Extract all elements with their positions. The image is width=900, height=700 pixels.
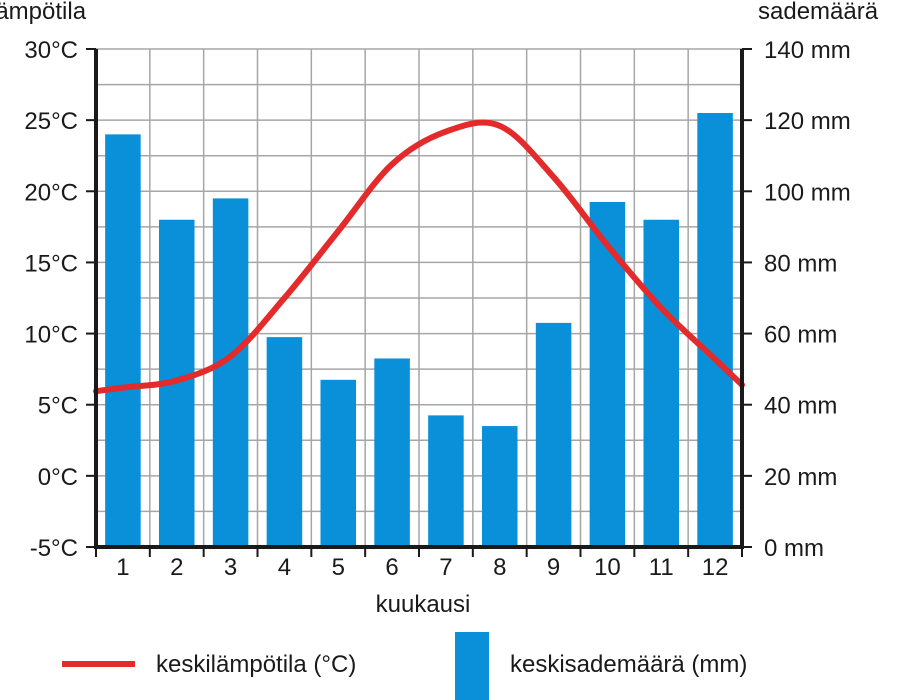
right-tick-label: 100 mm (764, 179, 851, 206)
precipitation-bar-7 (428, 415, 464, 547)
left-tick-label: 5°C (38, 393, 78, 420)
precipitation-bar-4 (266, 337, 303, 547)
precipitation-bar-6 (374, 358, 410, 547)
legend-bar-swatch (455, 632, 489, 700)
legend-label-temperature: keskilämpötila (°C) (156, 651, 356, 678)
precipitation-bars (105, 113, 733, 548)
right-tick-label: 60 mm (764, 322, 837, 349)
x-tick-label-12: 12 (702, 554, 729, 581)
x-tick-label-1: 1 (116, 554, 129, 581)
right-tick-label: 140 mm (764, 37, 851, 64)
right-tick-label: 80 mm (764, 250, 837, 277)
precipitation-bar-5 (320, 379, 357, 547)
right-tick-label: 20 mm (764, 464, 837, 491)
temperature-line (93, 119, 745, 395)
grid (96, 48, 742, 547)
x-tick-label-9: 9 (547, 554, 560, 581)
x-tick-label-11: 11 (649, 554, 674, 581)
left-tick-label: 15°C (24, 250, 78, 277)
precipitation-bar-12 (697, 113, 733, 548)
temperature-series (93, 119, 745, 395)
left-tick-label: 25°C (24, 108, 78, 135)
right-axis-ticks: 0 mm 20 mm 40 mm 60 mm 80 mm 100 mm 120 mm 140 … (742, 37, 851, 562)
precipitation-bar-10 (589, 201, 626, 547)
x-tick-label-4: 4 (278, 554, 291, 581)
x-axis-title: kuukausi (376, 591, 471, 618)
left-tick-label: -5°C (30, 535, 78, 562)
x-tick-label-10: 10 (594, 554, 621, 581)
left-tick-label: 20°C (24, 179, 78, 206)
x-tick-label-7: 7 (439, 554, 452, 581)
right-tick-label: 40 mm (764, 393, 837, 420)
left-tick-label: 30°C (24, 37, 78, 64)
left-tick-label: 0°C (38, 464, 78, 491)
precipitation-bar-3 (212, 198, 249, 547)
right-axis-title: sademäärä (758, 0, 879, 25)
precipitation-bar-8 (481, 426, 518, 547)
x-tick-label-8: 8 (493, 554, 506, 581)
x-tick-label-3: 3 (224, 554, 237, 581)
x-tick-label-5: 5 (332, 554, 345, 581)
right-tick-label: 0 mm (764, 535, 824, 562)
precipitation-bar-9 (535, 322, 572, 547)
precipitation-bar-1 (105, 134, 141, 547)
left-tick-label: 10°C (24, 322, 78, 349)
x-axis-ticks: 1 2 3 4 5 6 7 8 9 10 11 12 (95, 547, 743, 581)
precipitation-bar-11 (643, 219, 680, 547)
legend-label-precipitation: keskisademäärä (mm) (510, 651, 747, 678)
legend: keskilämpötila (°C) keskisademäärä (mm) (62, 632, 747, 700)
left-axis-ticks: -5°C 0°C 5°C 10°C 15°C 20°C 25°C 30°C (24, 37, 96, 562)
x-tick-label-6: 6 (385, 554, 398, 581)
x-tick-label-2: 2 (170, 554, 183, 581)
left-axis-title: lämpötila (0, 0, 87, 25)
right-tick-label: 120 mm (764, 108, 851, 135)
